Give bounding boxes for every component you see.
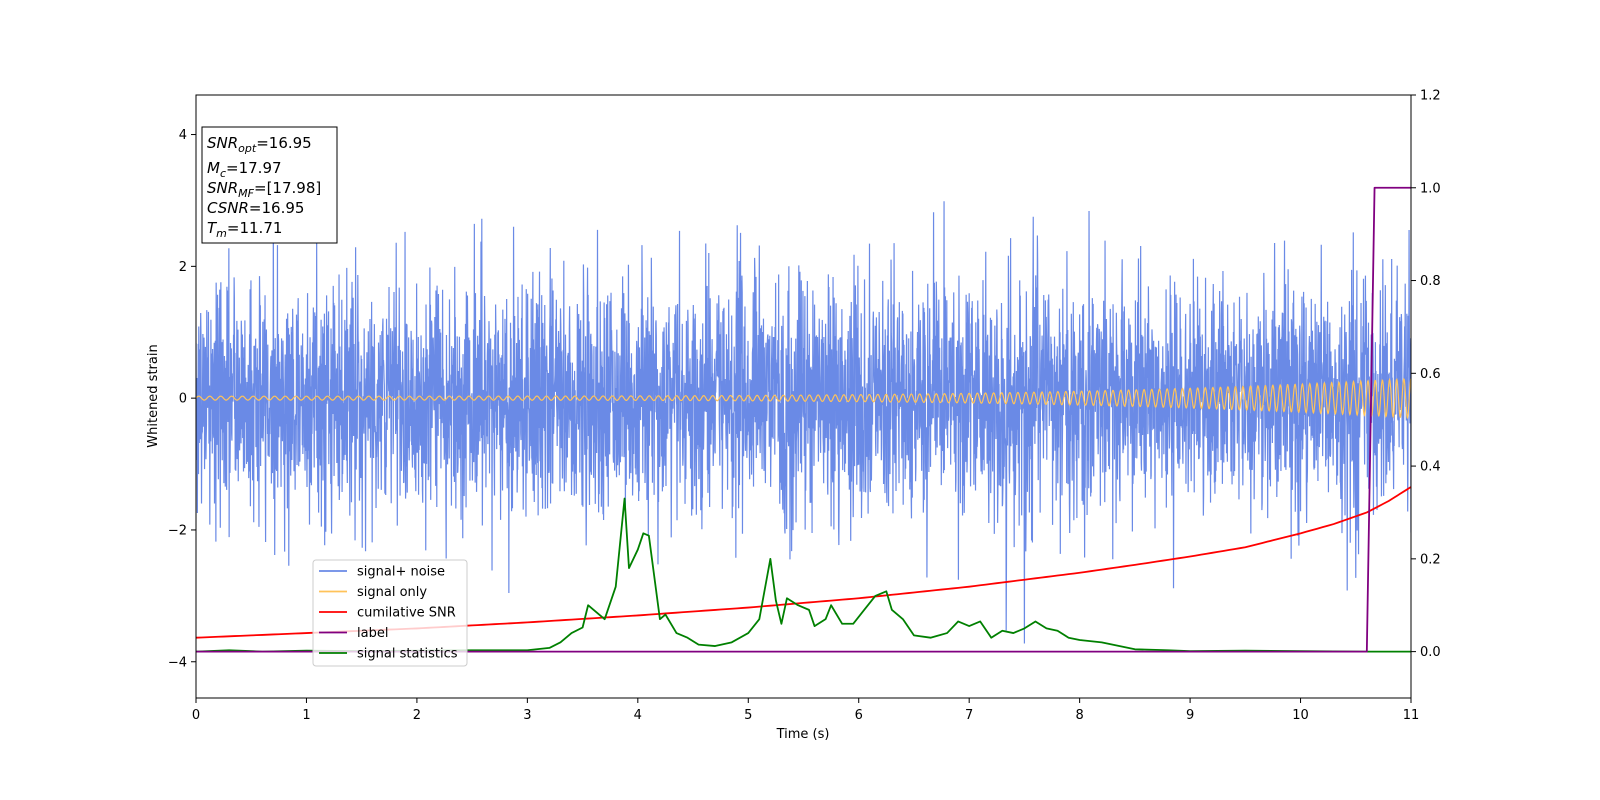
y-left-tick-label: −4 <box>168 655 187 670</box>
x-tick-label: 8 <box>1075 708 1083 723</box>
annotation-line: SNRMF=[17.98] <box>207 179 321 200</box>
legend-item-label: signal only <box>357 585 427 600</box>
legend-item-label: cumilative SNR <box>357 606 456 621</box>
series-signal-noise-line <box>196 201 1411 644</box>
x-tick-label: 1 <box>302 708 310 723</box>
y-left-tick-label: 0 <box>179 392 187 407</box>
y-left-tick-label: −2 <box>168 523 187 538</box>
series-signal-statistics-line <box>196 497 1411 653</box>
y-right-tick-label: 0.2 <box>1420 552 1441 567</box>
x-tick-label: 6 <box>855 708 863 723</box>
series-signal-only-line <box>196 377 1411 420</box>
legend-item-label: label <box>357 626 388 641</box>
ticks-layer: 0 1 2 3 4 5 6 7 8 9 10 11 −4 −2 0 2 4 0.0 0.2 0.4 0.6 0.8 1.0 1… <box>168 89 1441 724</box>
y-axis-label: Whitened strain <box>146 344 161 447</box>
x-tick-label: 4 <box>634 708 642 723</box>
legend-item-label: signal statistics <box>357 647 458 662</box>
annotation-box: SNRopt=16.95 Mc=17.97SNRMF=[17.98]CSNR=16… <box>201 126 338 244</box>
y-left-tick-label: 4 <box>179 128 187 143</box>
y-right-tick-label: 0.0 <box>1420 645 1441 660</box>
plot-frame <box>195 94 1412 699</box>
annotation-line: Mc=17.97 <box>207 159 282 180</box>
x-tick-label: 11 <box>1403 708 1420 723</box>
x-tick-label: 5 <box>744 708 752 723</box>
x-tick-label: 0 <box>192 708 200 723</box>
x-tick-label: 3 <box>523 708 531 723</box>
x-tick-label: 9 <box>1186 708 1194 723</box>
y-right-tick-label: 1.2 <box>1420 89 1441 104</box>
legend-item-label: signal+ noise <box>357 565 445 580</box>
annotation-frame <box>201 126 338 244</box>
x-tick-label: 2 <box>413 708 421 723</box>
y-right-tick-label: 0.4 <box>1420 460 1441 475</box>
y-right-tick-label: 1.0 <box>1420 181 1441 196</box>
annotation-line: SNRopt=16.95 <box>207 134 312 155</box>
y-right-tick-label: 0.6 <box>1420 367 1441 382</box>
x-axis-label: Time (s) <box>776 727 830 742</box>
x-tick-label: 10 <box>1292 708 1309 723</box>
x-tick-label: 7 <box>965 708 973 723</box>
legend-frame <box>312 559 468 667</box>
annotation-line: CSNR=16.95 <box>207 199 304 217</box>
series-label-line <box>196 186 1411 653</box>
y-right-tick-label: 0.8 <box>1420 274 1441 289</box>
y-left-tick-label: 2 <box>179 260 187 275</box>
legend: signal+ noise signal only cumilative SNR la… <box>312 559 468 667</box>
annotation-line: Tm=11.71 <box>207 219 282 240</box>
